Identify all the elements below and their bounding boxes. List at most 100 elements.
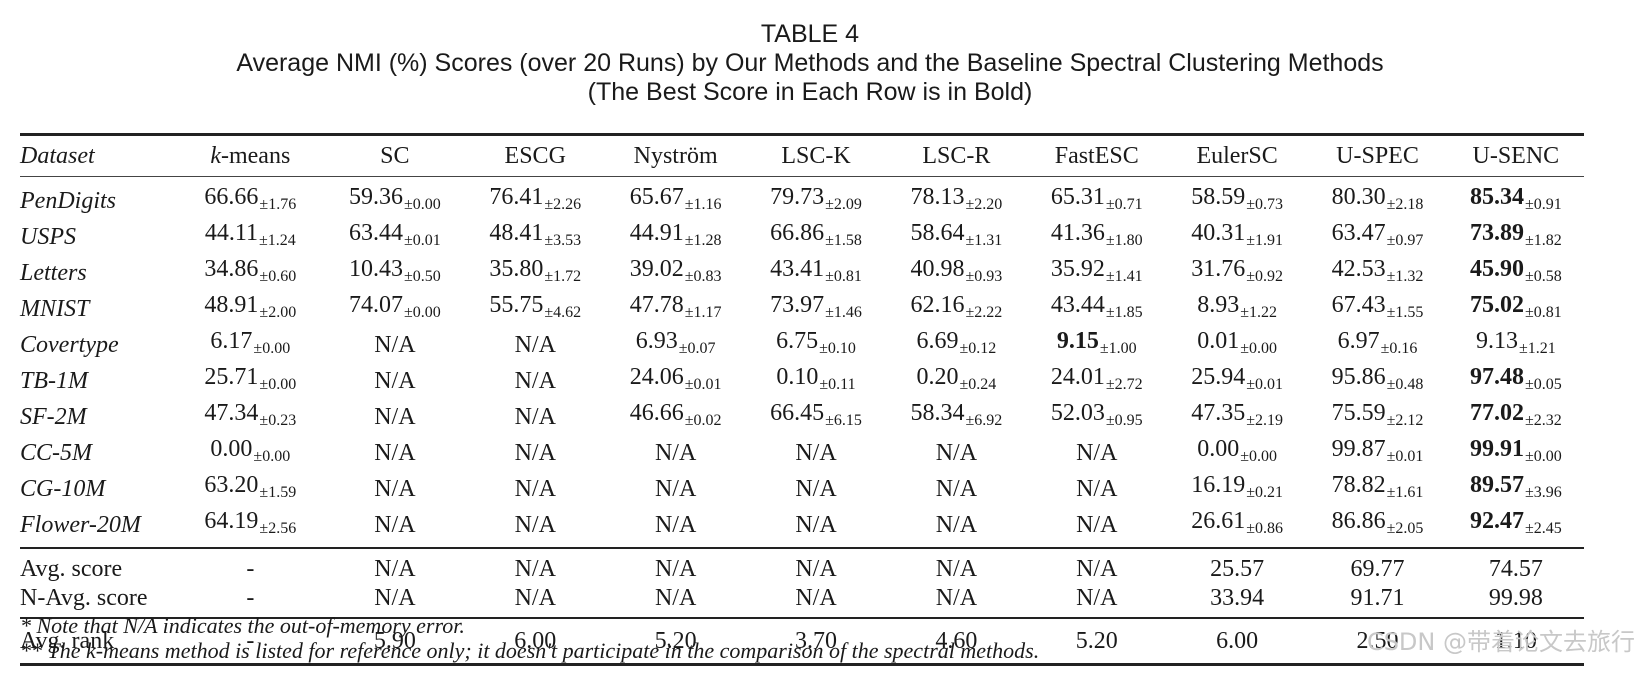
score-cell: N/A: [465, 471, 605, 507]
column-header-dataset: Dataset: [20, 133, 176, 177]
score-cell: N/A: [465, 399, 605, 435]
score-cell: N/A: [325, 471, 465, 507]
score-std: ±0.97: [1386, 232, 1424, 249]
score-value: 10.43: [348, 256, 403, 282]
score-std: ±2.22: [965, 304, 1003, 321]
score-value: N/A: [374, 475, 416, 502]
score-value: 47.34: [204, 400, 259, 426]
score-value: N/A: [795, 511, 837, 538]
score-value: 45.90: [1469, 256, 1524, 282]
dataset-name: SF-2M: [20, 403, 87, 430]
score-value: 6.97: [1337, 328, 1380, 354]
score-value: N/A: [514, 511, 556, 538]
score-cell: 44.91±1.28: [605, 219, 745, 255]
score-value: N/A: [935, 511, 978, 538]
column-header-kmeans: k-means: [175, 133, 325, 177]
score-value: 73.89: [1469, 220, 1524, 246]
score-cell: 77.02±2.32: [1448, 399, 1584, 435]
score-cell: 0.00±0.00: [176, 435, 325, 471]
score-value: N/A: [374, 367, 416, 394]
score-value: 40.31: [1191, 220, 1246, 246]
score-cell: 85.34±0.91: [1448, 177, 1584, 220]
score-cell: N/A: [465, 363, 605, 399]
score-cell: 48.91±2.00: [176, 291, 325, 327]
score-value: 39.02: [629, 256, 684, 282]
score-std: ±0.50: [403, 268, 441, 285]
score-std: ±6.92: [965, 412, 1003, 429]
score-cell: 44.11±1.24: [176, 219, 325, 255]
score-cell: 42.53±1.32: [1307, 255, 1447, 291]
score-std: ±0.71: [1105, 196, 1143, 213]
score-value: 8.93: [1197, 292, 1240, 318]
score-value: 6.93: [635, 328, 678, 354]
score-value: 44.11: [204, 220, 258, 246]
score-cell: N/A: [325, 435, 465, 471]
score-value: 43.41: [770, 256, 825, 282]
watermark: CSDN @带着论文去旅行: [1366, 628, 1635, 656]
score-value: 35.80: [489, 256, 544, 282]
table-title: Average NMI (%) Scores (over 20 Runs) by…: [236, 49, 1384, 77]
score-cell: 43.41±0.81: [746, 255, 886, 291]
score-value: 42.53: [1331, 256, 1386, 282]
score-std: ±0.23: [259, 412, 297, 429]
score-value: N/A: [1076, 511, 1118, 538]
summary-cell: 91.71: [1350, 585, 1405, 611]
score-cell: 6.97±0.16: [1307, 327, 1447, 363]
score-cell: N/A: [465, 507, 605, 548]
summary-cell: N/A: [374, 585, 416, 611]
score-std: ±6.15: [825, 412, 862, 429]
score-cell: 63.47±0.97: [1307, 219, 1447, 255]
score-value: N/A: [935, 475, 978, 502]
score-cell: 48.41±3.53: [465, 219, 605, 255]
column-header-u-senc: U-SENC: [1447, 133, 1584, 177]
score-std: ±4.62: [544, 304, 582, 321]
score-value: 52.03: [1050, 400, 1105, 426]
table-subtitle: (The Best Score in Each Row is in Bold): [587, 78, 1033, 106]
score-cell: 73.97±1.46: [746, 291, 886, 327]
score-value: N/A: [1076, 439, 1118, 466]
score-cell: 58.64±1.31: [886, 219, 1026, 255]
score-cell: 47.34±0.23: [176, 399, 325, 435]
score-cell: N/A: [325, 507, 465, 548]
score-value: 66.45: [770, 400, 825, 426]
score-cell: N/A: [465, 327, 605, 363]
score-value: 62.16: [910, 292, 965, 318]
score-cell: 52.03±0.95: [1027, 399, 1167, 435]
score-value: 80.30: [1331, 184, 1386, 210]
rank-cell: 3.70: [745, 617, 887, 666]
score-std: ±3.53: [544, 232, 582, 249]
header-row: Dataset k-means SC ESCG Nyström LSC-K LS…: [20, 133, 1584, 177]
score-cell: N/A: [465, 435, 605, 471]
score-value: 41.36: [1050, 220, 1105, 246]
summary-row: Avg. score - N/A N/A N/A N/A N/A N/A 25.57 69.77 7…: [20, 547, 1584, 584]
score-cell: 46.66±0.02: [605, 399, 745, 435]
score-std: ±0.00: [403, 304, 441, 321]
score-std: ±2.26: [544, 196, 582, 213]
rank-cell: -: [175, 617, 325, 666]
score-std: ±1.32: [1386, 268, 1424, 285]
score-value: 73.97: [770, 292, 825, 318]
score-value: 47.35: [1191, 400, 1246, 426]
score-std: ±1.31: [965, 232, 1003, 249]
score-std: ±2.32: [1524, 412, 1562, 429]
score-std: ±1.22: [1240, 304, 1277, 321]
rank-cell: 5.90: [324, 617, 466, 666]
score-std: ±0.01: [403, 232, 441, 249]
score-value: N/A: [1076, 475, 1118, 502]
summary-cell: N/A: [886, 547, 1027, 584]
score-value: N/A: [514, 439, 556, 466]
score-std: ±0.07: [678, 340, 716, 357]
rank-cell: 5.20: [1026, 617, 1167, 666]
score-value: 25.71: [204, 364, 259, 390]
score-value: N/A: [654, 475, 697, 502]
score-value: N/A: [654, 439, 697, 466]
score-cell: N/A: [1027, 435, 1167, 471]
score-cell: 58.34±6.92: [886, 399, 1026, 435]
score-std: ±0.24: [959, 376, 997, 393]
summary-cell: N/A: [605, 547, 746, 584]
score-cell: 0.01±0.00: [1167, 327, 1307, 363]
score-value: 0.00: [210, 436, 253, 462]
score-std: ±1.41: [1105, 268, 1143, 285]
table-row: CG-10M 63.20±1.59 N/A N/A N/A N/A N/A N/A 16.19±…: [20, 471, 1584, 507]
score-cell: 89.57±3.96: [1448, 471, 1584, 507]
